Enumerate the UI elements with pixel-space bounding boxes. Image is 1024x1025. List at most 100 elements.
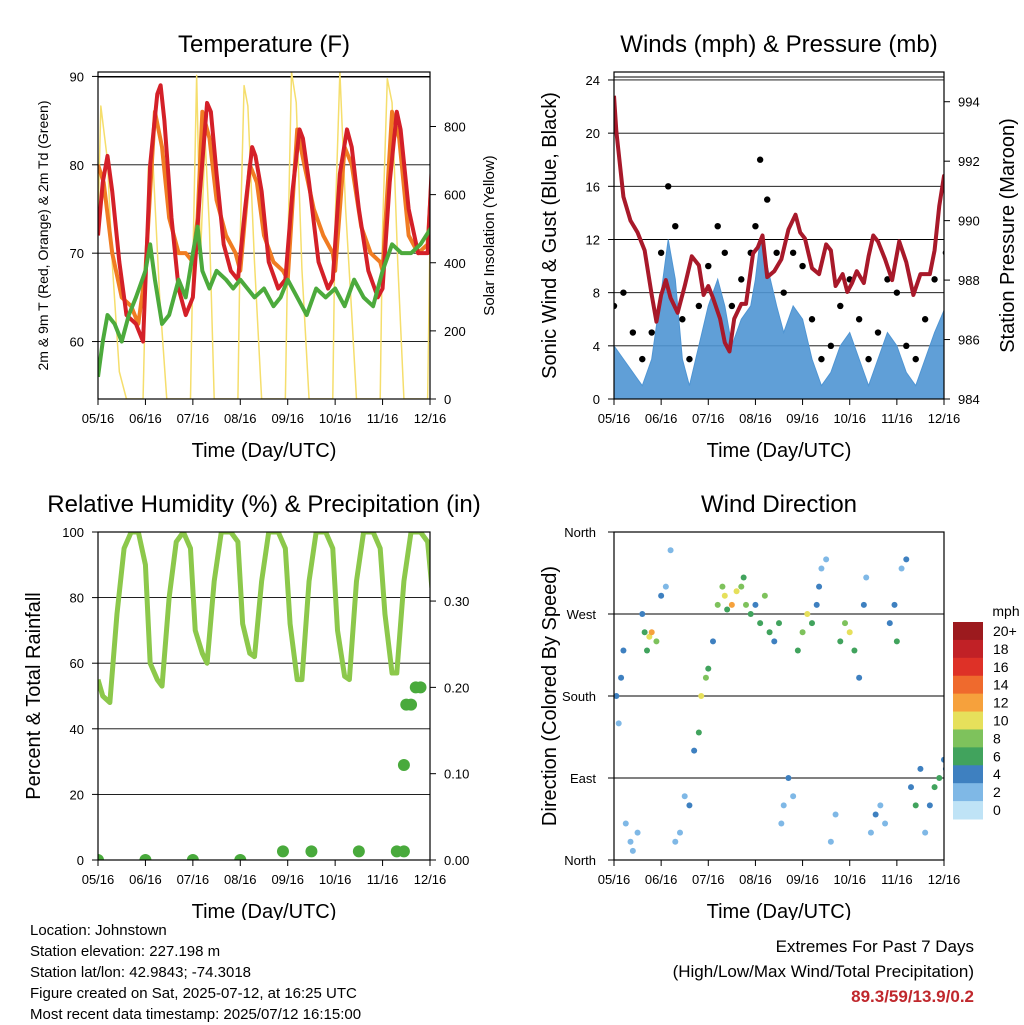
meteogram-canvas: Temperature (F)60708090020040060080005/1… <box>23 31 1020 920</box>
x-tick-label: 05/16 <box>82 872 115 887</box>
y-tick-label: 40 <box>70 722 84 737</box>
x-tick-label: 05/16 <box>598 872 631 887</box>
series-1-point <box>752 222 759 230</box>
y-tick-label: 8 <box>593 286 600 301</box>
wind-direction-point <box>644 647 650 654</box>
wind-direction-point <box>908 784 914 791</box>
wind-direction-point <box>827 838 834 845</box>
y-axis-label: Direction (Colored By Speed) <box>539 566 561 826</box>
colorbar-swatch <box>953 729 983 748</box>
series-1-point <box>695 302 703 310</box>
wind-direction-point <box>747 611 754 617</box>
x-tick-label: 07/16 <box>692 411 725 426</box>
wind-direction-point <box>681 793 688 800</box>
colorbar-swatch <box>953 783 983 802</box>
y2-tick-label: 0.00 <box>444 853 469 868</box>
extremes-title: Extremes For Past 7 Days <box>775 937 974 956</box>
wind-direction-point <box>785 775 792 781</box>
wind-direction-point <box>917 765 924 772</box>
colorbar-label: 4 <box>993 766 1001 782</box>
y2-tick-label: 984 <box>958 392 980 407</box>
colorbar-label: 10 <box>993 713 1009 729</box>
x-tick-label: 09/16 <box>786 872 819 887</box>
x-tick-label: 08/16 <box>224 411 257 426</box>
series-0-area <box>614 239 944 399</box>
y-tick-label: 60 <box>70 656 84 671</box>
elevation-text: Station elevation: 227.198 m <box>30 943 221 960</box>
series-1-point <box>912 355 919 363</box>
x-tick-label: 09/16 <box>786 411 819 426</box>
series-1-point <box>397 845 410 858</box>
y-tick-label: 20 <box>70 787 84 802</box>
wind-direction-point <box>931 784 938 791</box>
x-tick-label: 08/16 <box>739 872 772 887</box>
series-1-point <box>837 302 844 310</box>
x-tick-label: 08/16 <box>739 411 772 426</box>
extremes-subtitle: (High/Low/Max Wind/Total Precipitation) <box>672 962 974 981</box>
wind-direction-point <box>886 620 893 627</box>
series-1-point <box>799 262 806 270</box>
wind-direction-point <box>766 629 773 636</box>
wind-direction-point <box>752 601 759 608</box>
chart-title: Winds (mph) & Pressure (mb) <box>620 31 937 58</box>
wind-direction-point <box>615 720 622 727</box>
series-1-point <box>808 316 816 323</box>
wind-direction-point <box>882 820 889 827</box>
colorbar-label: 16 <box>993 659 1009 675</box>
series-1-point <box>234 854 247 860</box>
y-tick-label: 80 <box>70 158 84 173</box>
wind-direction-point <box>691 747 698 754</box>
x-tick-label: 09/16 <box>271 411 304 426</box>
wind-direction-point <box>667 547 674 554</box>
series-1-point <box>865 355 872 363</box>
x-tick-label: 06/16 <box>645 411 678 426</box>
plot-area <box>98 72 430 399</box>
wind-direction-point <box>837 638 844 645</box>
x-tick-label: 10/16 <box>833 411 866 426</box>
y2-tick-label: 992 <box>958 154 980 169</box>
y-tick-label: 4 <box>593 339 600 354</box>
series-1-point <box>773 249 780 256</box>
wind-direction-point <box>728 601 735 608</box>
series-1-point <box>305 845 318 858</box>
y-tick-label: 16 <box>586 179 600 194</box>
wind-direction-point <box>672 838 679 845</box>
extremes-box: Extremes For Past 7 Days (High/Low/Max W… <box>673 934 974 1009</box>
wind-direction-point <box>813 601 820 608</box>
colorbar-label: 12 <box>993 695 1009 711</box>
created-text: Figure created on Sat, 2025-07-12, at 16… <box>30 985 357 1002</box>
wind-direction-point <box>832 811 839 818</box>
wind-direction-point <box>941 756 944 763</box>
chart-title: Relative Humidity (%) & Precipitation (i… <box>47 491 480 518</box>
series-1-point <box>186 854 199 860</box>
wind-direction-point <box>856 674 863 681</box>
x-tick-label: 11/16 <box>881 872 913 887</box>
x-tick-label: 05/16 <box>82 411 115 426</box>
x-tick-label: 12/16 <box>928 411 961 426</box>
x-tick-label: 08/16 <box>224 872 257 887</box>
y-axis-label: Sonic Wind & Gust (Blue, Black) <box>539 92 561 379</box>
y-tick-label: 90 <box>70 69 84 84</box>
wind-direction-point <box>872 811 879 818</box>
colorbar-label: 2 <box>993 784 1001 800</box>
wind-direction-point <box>790 793 797 800</box>
wind-direction-point <box>903 556 910 563</box>
plot-frame <box>613 71 945 400</box>
colorbar-label: 8 <box>993 730 1001 746</box>
series-2-line <box>614 95 944 354</box>
wind-direction-point <box>778 820 785 827</box>
plot-area <box>98 532 430 860</box>
series-1-point <box>98 854 104 860</box>
colorbar-swatch <box>953 693 983 713</box>
wind-direction-point <box>695 729 702 736</box>
series-1-point <box>903 342 910 350</box>
series-1-point <box>276 845 289 858</box>
location-text: Location: Johnstown <box>30 922 167 939</box>
y-tick-label: East <box>570 771 596 786</box>
wind-direction-point <box>733 588 740 595</box>
wind-direction-point <box>627 838 634 845</box>
wind-direction-point <box>912 802 919 809</box>
chart-rh: Relative Humidity (%) & Precipitation (i… <box>23 491 481 920</box>
x-axis-label: Time (Day/UTC) <box>707 901 852 920</box>
wind-direction-point <box>724 606 731 613</box>
